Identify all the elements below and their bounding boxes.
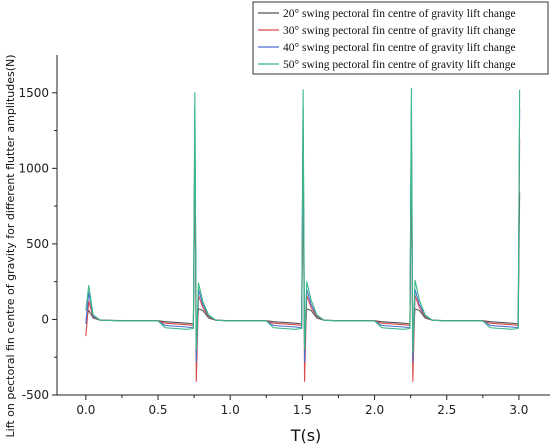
series-line-2 (85, 137, 521, 382)
x-tick-label: 0.0 (76, 403, 95, 417)
series-line-4 (85, 87, 521, 354)
x-axis-title: T(s) (290, 426, 322, 445)
x-tick-label: 0.5 (148, 403, 167, 417)
legend-box (252, 1, 549, 75)
axes: 0.0 0.5 1.0 1.5 2.0 2.5 3.0 -500 0 500 1000 1500 (18, 55, 550, 417)
plot-area (85, 87, 521, 382)
y-tick-label: 0 (41, 312, 49, 326)
legend: 20° swing pectoral fin centre of gravity… (252, 1, 549, 75)
x-tick-label: 3.0 (509, 403, 528, 417)
x-tick-label: 2.5 (437, 403, 456, 417)
series-line-3 (85, 107, 521, 363)
x-tick-label: 2.0 (365, 403, 384, 417)
x-tick-label: 1.5 (293, 403, 312, 417)
y-tick-label: 500 (26, 237, 49, 251)
legend-label: 50° swing pectoral fin centre of gravity… (283, 59, 516, 71)
legend-label: 40° swing pectoral fin centre of gravity… (283, 42, 516, 54)
x-tick-label: 1.0 (221, 403, 240, 417)
legend-label: 30° swing pectoral fin centre of gravity… (283, 25, 516, 37)
y-tick-label: -500 (22, 388, 49, 402)
y-tick-label: 1000 (18, 161, 49, 175)
y-axis-title: Lift on pectoral fin centre of gravity f… (4, 54, 17, 437)
legend-label: 20° swing pectoral fin centre of gravity… (283, 8, 516, 20)
y-tick-label: 1500 (18, 86, 49, 100)
